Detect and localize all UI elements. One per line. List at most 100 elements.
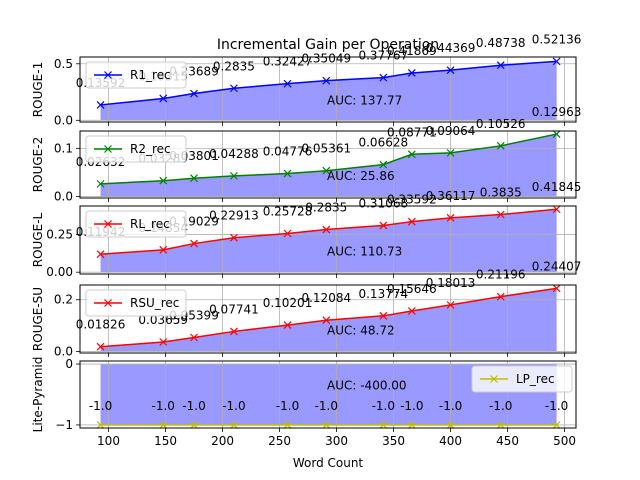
data-point [283,229,292,238]
data-label: 0.04288 [209,147,259,161]
legend-label: R1_rec [130,68,171,82]
auc-label: AUC: 25.86 [327,169,395,183]
y-tick-label: 0.0 [54,190,73,204]
data-label: -1.0 [89,399,112,413]
data-point [496,421,505,429]
data-point [159,338,168,346]
data-point [446,300,455,309]
legend: LP_rec [471,365,573,393]
data-point [159,94,168,103]
data-point [446,213,455,222]
data-point [496,292,505,301]
data-label: 0.2835 [305,201,347,215]
data-point [379,421,388,429]
data-label: 0.36117 [426,189,476,203]
legend-marker [104,145,112,153]
y-tick-label: −1 [55,418,73,432]
y-axis-label: ROUGE-L [31,212,45,267]
data-label: 0.12084 [301,291,351,305]
data-point [230,421,238,429]
x-tick-label: 200 [211,434,234,448]
data-label: -1.0 [400,399,423,413]
data-point [96,179,105,188]
data-point [96,101,105,109]
data-point [230,84,238,93]
x-tick-label: 500 [553,434,576,448]
data-point [407,307,416,315]
legend-box [85,61,187,89]
data-label: 0.48738 [476,36,526,50]
data-label: 0.25728 [263,204,313,218]
legend-box [85,135,187,163]
x-tick-label: 300 [325,434,348,448]
legend-marker [490,375,498,383]
data-label: 0.01826 [76,318,126,332]
auc-label: AUC: 137.77 [327,94,402,108]
data-label: -1.0 [489,399,512,413]
data-point [230,233,238,242]
data-label: -1.0 [439,399,462,413]
legend-marker [104,71,112,79]
data-point [322,166,331,175]
auc-label: AUC: -400.00 [327,378,407,392]
data-label: -1.0 [182,399,205,413]
data-point [322,225,331,234]
axes-frame [79,205,577,275]
data-label: 0.41869 [387,44,437,58]
data-point [190,421,198,429]
data-label: 0.22913 [209,209,259,223]
data-point [379,311,388,320]
x-tick-label: 450 [496,434,519,448]
data-point [190,333,198,342]
data-label: 0.06628 [358,136,408,150]
y-tick-label: 0.25 [46,228,73,242]
axes-frame [79,284,577,354]
data-label: 0.31068 [358,196,408,210]
auc-area [100,61,557,121]
legend-label: LP_rec [516,372,555,386]
data-label: -1.0 [372,399,395,413]
chart-title: Incremental Gain per Operation [217,37,439,53]
legend: RSU_rec [85,289,187,317]
data-point [446,148,455,157]
legend: RL_rec [85,210,187,238]
data-label: 0.12963 [532,105,582,119]
data-label: 0.08771 [387,125,437,139]
y-axis-label: ROUGE-2 [31,137,45,192]
auc-area [100,134,557,197]
auc-label: AUC: 48.72 [327,324,395,338]
data-point [283,169,292,178]
legend: R1_rec [85,61,187,89]
data-point [407,69,416,77]
data-label: 0.18013 [426,276,476,290]
data-label: 0.33592 [387,193,437,207]
data-point [190,174,198,183]
data-label: 0.10201 [263,296,313,310]
legend-label: R2_rec [130,142,171,156]
x-tick-label: 350 [382,434,405,448]
data-point [159,245,168,254]
x-tick-label: 400 [439,434,462,448]
data-label: 0.52136 [532,32,582,46]
legend-marker [104,220,112,228]
data-point [552,57,561,66]
y-axis-label: ROUGE-1 [31,62,45,117]
legend-label: RSU_rec [130,296,179,310]
data-label: 0.24407 [532,259,582,273]
x-axis-label: Word Count [293,456,364,470]
legend-marker [104,299,112,307]
data-label: 0.07741 [209,302,259,316]
data-label: 0.41845 [532,180,582,194]
data-point [283,79,292,88]
data-label: 0.32427 [263,55,313,69]
axes-frame [79,360,577,429]
y-tick-label: 0.00 [46,265,73,279]
data-point [322,421,331,429]
data-point [379,73,388,82]
auc-label: AUC: 110.73 [327,245,402,259]
data-point [407,150,416,159]
data-point [379,221,388,230]
y-axis-label: ROUGE-SU [31,287,45,351]
